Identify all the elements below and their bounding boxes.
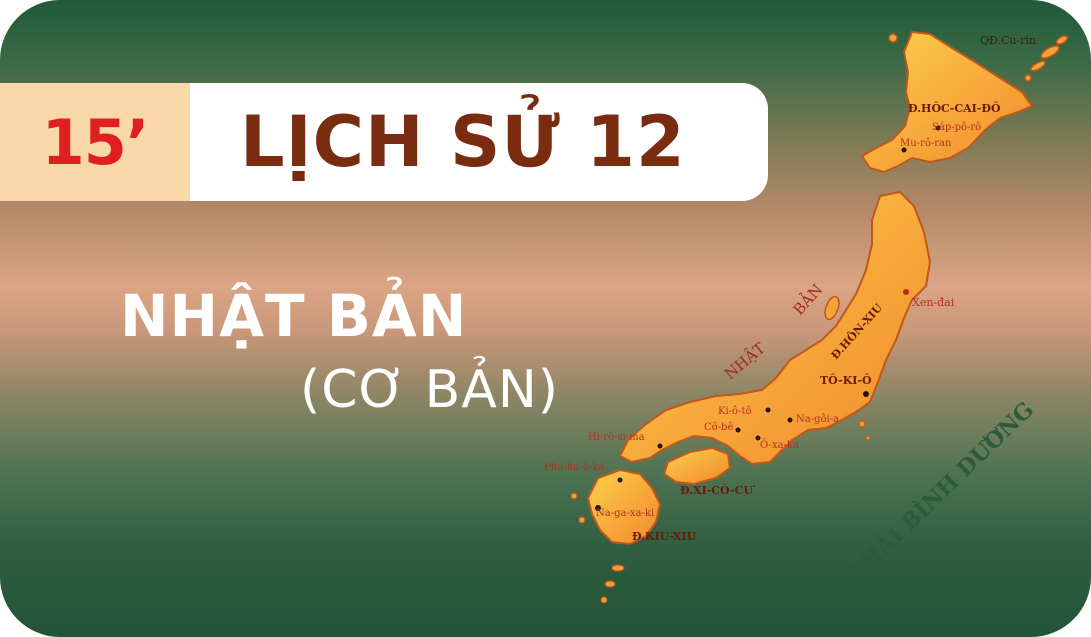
ryukyu-islets (570, 420, 871, 604)
shikoku-island (662, 446, 732, 486)
course-banner: 15’ LỊCH SỬ 12 (0, 83, 768, 201)
kuril-islands (888, 33, 1069, 82)
label-kuril: QĐ.Cu-rin (980, 34, 1036, 47)
city-markers (595, 125, 941, 511)
label-hiroshima: Hi-rô-si-ma (588, 432, 645, 443)
label-country-nhat: NHẬT (720, 338, 768, 383)
label-osaka: Ô-xa-ka (760, 439, 799, 451)
topic-title: NHẬT BẢN (120, 282, 468, 350)
label-shikoku: Đ.XI-CÔ-CƯ (680, 483, 755, 497)
sado-island (824, 295, 840, 321)
label-nagasaki: Na-ga-xa-ki (596, 508, 654, 519)
label-muroran: Mu-rô-ran (900, 138, 952, 149)
label-tokyo: TÔ-KI-Ô (820, 373, 872, 387)
label-kyoto: Ki-ô-tô (718, 406, 752, 417)
label-kyushu: Đ.KIU-XIU (632, 530, 697, 543)
duration-badge: 15’ (0, 83, 190, 201)
label-kobe: Cô-bê (704, 422, 733, 433)
label-sapporo: Sáp-pô-rô (932, 122, 981, 133)
duration-badge-label: 15’ (41, 105, 150, 179)
honshu-island (618, 190, 932, 466)
kyushu-island (586, 468, 662, 546)
course-title: LỊCH SỬ 12 (240, 101, 686, 183)
hokkaido-island (860, 30, 1034, 174)
label-nagoya: Na-gôi-a (796, 414, 839, 425)
label-fukuoka: Phu-ku-ô-ka (544, 462, 604, 473)
label-hokkaido: Đ.HÔC-CAI-ĐÔ (908, 101, 1001, 115)
label-country-ban: BẢN (788, 279, 826, 318)
label-ocean: THÁI BÌNH DƯƠNG (843, 396, 1039, 586)
topic-subtitle: (CƠ BẢN) (300, 360, 560, 420)
label-sendai: Xen-đai (912, 296, 955, 309)
